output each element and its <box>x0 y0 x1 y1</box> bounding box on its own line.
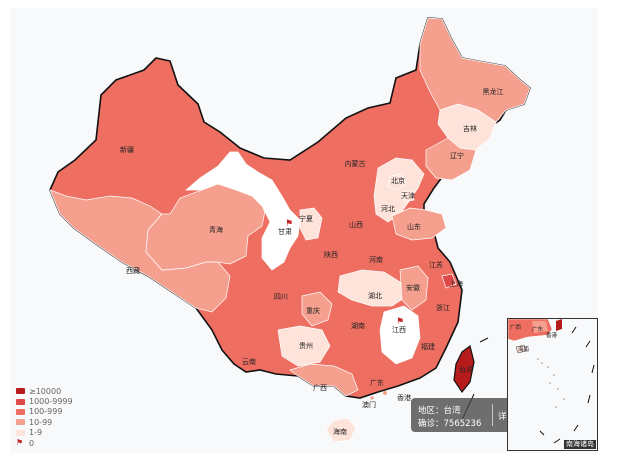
south-china-sea-inset: 广西 广东 香港 海南 南海诸岛 <box>507 318 598 451</box>
province-taiwan[interactable] <box>453 344 475 394</box>
tooltip-divider <box>492 404 493 426</box>
map-legend: ≥10000 1000-9999 100-999 10-99 1-9 ⚑ 0 <box>16 386 73 448</box>
province-hainan[interactable] <box>325 417 357 443</box>
province-heilongjiang[interactable] <box>419 17 531 123</box>
province-guangxi[interactable] <box>289 363 359 397</box>
legend-item[interactable]: 10-99 <box>16 417 73 427</box>
flag-icon: ⚑ <box>16 438 24 448</box>
inset-label-hainan: 海南 <box>518 347 530 353</box>
flag-icon: ⚑ <box>396 317 404 327</box>
tooltip-confirmed: 确诊：7565236 <box>418 419 482 429</box>
inset-dashed-line <box>539 326 595 444</box>
inset-taiwan <box>556 319 562 331</box>
province-gansu[interactable] <box>185 151 301 271</box>
label-neimenggu: 内蒙古 <box>344 160 366 168</box>
province-chongqing[interactable] <box>301 291 333 327</box>
sea-boundary-line <box>479 337 489 343</box>
label-shandong: 山东 <box>407 223 421 231</box>
inset-guangdong <box>532 321 548 333</box>
label-qinghai: 青海 <box>209 226 223 234</box>
label-taiwan: 台湾 <box>459 366 473 374</box>
label-jiangsu: 江苏 <box>429 261 443 269</box>
inset-label-hongkong: 香港 <box>546 333 558 339</box>
province-macau-shape[interactable] <box>370 396 374 400</box>
label-hainan: 海南 <box>333 428 347 436</box>
label-guizhou: 贵州 <box>299 342 313 350</box>
inset-map <box>508 319 595 444</box>
label-hunan: 湖南 <box>351 322 365 330</box>
label-hebei: 河北 <box>381 205 395 213</box>
label-zhejiang: 浙江 <box>436 304 450 312</box>
legend-item[interactable]: 1000-9999 <box>16 396 73 406</box>
province-shandong[interactable] <box>391 207 447 241</box>
label-macau: 澳门 <box>362 401 376 409</box>
legend-item[interactable]: ⚑ 0 <box>16 438 35 448</box>
legend-swatch <box>16 429 25 436</box>
inset-hainan <box>515 344 527 354</box>
province-shanghai[interactable] <box>441 273 457 289</box>
label-guangdong: 广东 <box>370 379 384 387</box>
province-guizhou[interactable] <box>277 325 331 367</box>
label-xizang: 西藏 <box>126 267 140 275</box>
label-tianjin: 天津 <box>401 192 415 200</box>
label-ningxia: 宁夏 <box>299 215 313 223</box>
label-gansu: 甘肃 <box>278 228 292 236</box>
legend-swatch <box>16 419 25 426</box>
legend-item[interactable]: ≥10000 <box>16 386 73 396</box>
province-hongkong-shape[interactable] <box>383 391 387 395</box>
inset-label-guangxi: 广西 <box>510 325 522 331</box>
label-shanxi: 山西 <box>349 221 363 229</box>
label-xinjiang: 新疆 <box>120 146 134 154</box>
legend-swatch <box>16 388 25 395</box>
label-fujian: 福建 <box>421 343 435 351</box>
province-beijing[interactable] <box>387 173 407 191</box>
label-hongkong: 香港 <box>397 394 411 402</box>
label-jiangxi: 江西 <box>392 326 406 334</box>
label-anhui: 安徽 <box>406 284 420 292</box>
label-shaanxi: 陕西 <box>324 251 338 259</box>
inset-label-guangdong: 广东 <box>532 327 544 333</box>
label-jilin: 吉林 <box>463 125 477 133</box>
label-chongqing: 重庆 <box>306 307 320 315</box>
label-sichuan: 四川 <box>274 293 288 301</box>
label-hubei: 湖北 <box>368 292 382 300</box>
label-beijing: 北京 <box>391 177 405 185</box>
label-liaoning: 辽宁 <box>450 152 464 160</box>
inset-islands <box>537 358 565 408</box>
label-shanghai: 上海 <box>449 280 463 288</box>
province-liaoning[interactable] <box>425 137 477 181</box>
province-anhui[interactable] <box>399 265 429 311</box>
legend-item[interactable]: 100-999 <box>16 407 73 417</box>
label-heilongjiang: 黑龙江 <box>482 88 504 96</box>
province-hubei[interactable] <box>337 269 405 307</box>
legend-swatch <box>16 398 25 405</box>
province-tianjin[interactable] <box>401 189 415 203</box>
flag-icon: ⚑ <box>285 219 293 229</box>
legend-item[interactable]: 1-9 <box>16 428 73 438</box>
province-jiangxi[interactable] <box>379 305 421 365</box>
tooltip-region: 地区：台湾 <box>418 406 461 416</box>
label-henan: 河南 <box>369 256 383 264</box>
label-yunnan: 云南 <box>242 358 256 366</box>
inset-caption: 南海诸岛 <box>564 440 596 449</box>
label-guangxi: 广西 <box>313 384 327 392</box>
legend-swatch <box>16 408 25 415</box>
province-ningxia[interactable] <box>299 207 323 241</box>
